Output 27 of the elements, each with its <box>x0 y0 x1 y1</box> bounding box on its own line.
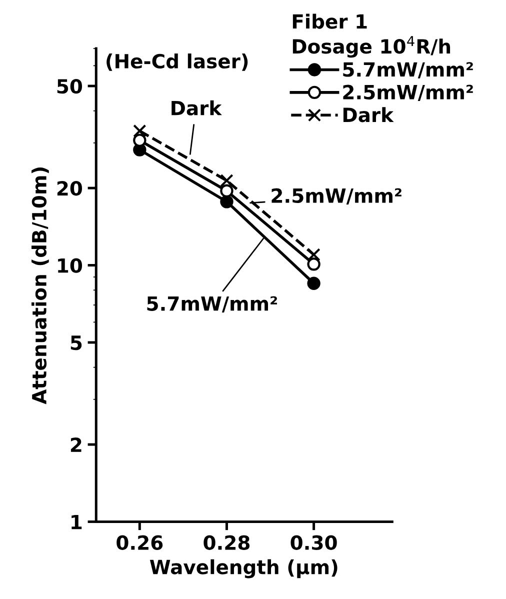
x-tick-label: 0.30 <box>290 535 337 550</box>
point <box>133 124 146 138</box>
point <box>307 258 320 271</box>
point <box>133 134 146 147</box>
point <box>220 174 234 188</box>
legend-label: Dark <box>343 107 394 122</box>
y-tick-label: 1 <box>72 514 82 530</box>
annotation: Dark <box>172 100 222 116</box>
legend-label: 5.7mW/mm² <box>343 62 473 78</box>
x-tick-label: 0.28 <box>204 535 250 550</box>
y-tick-label: 20 <box>57 181 82 196</box>
y-axis-title: Attenuation (dB/10m) <box>32 168 49 404</box>
x-axis-title: Wavelength (μm) <box>150 559 338 578</box>
point <box>220 195 234 208</box>
annotation: (He-Cd laser) <box>106 53 248 71</box>
y-tick-label: 5 <box>70 336 82 350</box>
legend-title: Fiber 1 Dosage 10$^{4}$R/h <box>292 14 450 58</box>
y-tick-label: 2 <box>70 437 82 452</box>
y-tick-label: 10 <box>58 258 82 273</box>
point <box>220 184 234 198</box>
annotation: 2.5mW/mm² <box>272 188 402 205</box>
legend-label: 2.5mW/mm² <box>343 84 473 102</box>
point <box>307 276 320 290</box>
annotation: 5.7mW/mm² <box>147 296 277 312</box>
y-tick-label: 50 <box>57 78 82 94</box>
x-tick-label: 0.26 <box>116 535 163 550</box>
point <box>307 248 320 262</box>
